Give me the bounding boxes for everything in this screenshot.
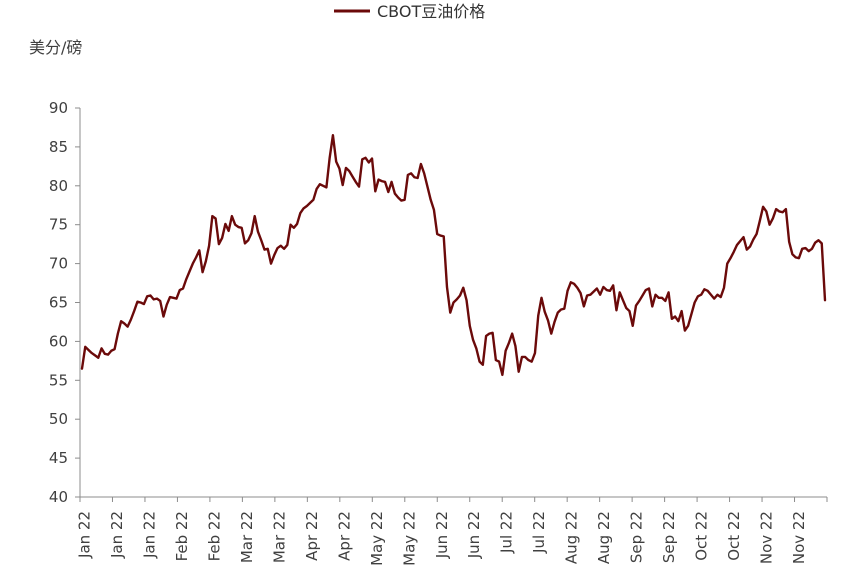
y-tick-label: 70 (49, 255, 68, 273)
x-tick-label: Aug 22 (595, 511, 613, 564)
legend: CBOT豆油价格 (334, 2, 485, 21)
x-tick-label: Mar 22 (238, 511, 256, 563)
x-tick-label: Jan 22 (108, 511, 126, 559)
x-tick-label: Apr 22 (335, 511, 353, 561)
x-tick-label: Feb 22 (173, 511, 191, 561)
x-tick-label: Oct 22 (725, 511, 743, 561)
x-tick-label: Sep 22 (660, 511, 678, 563)
y-tick-label: 45 (49, 449, 68, 467)
x-tick-label: Aug 22 (563, 511, 581, 564)
y-tick-label: 80 (49, 177, 68, 195)
x-tick-label: Oct 22 (693, 511, 711, 561)
x-tick-label: Nov 22 (790, 511, 808, 564)
x-tick-label: Sep 22 (628, 511, 646, 563)
x-tick-label: Jul 22 (530, 511, 548, 554)
y-tick-label: 65 (49, 294, 68, 312)
unit-label: 美分/磅 (29, 38, 82, 57)
series-line (80, 134, 827, 377)
x-tick-label: Jun 22 (465, 511, 483, 559)
plot-area (80, 134, 827, 377)
x-tick-label: Jan 22 (76, 511, 94, 559)
y-tick-label: 60 (49, 332, 68, 350)
x-tick-label: Mar 22 (270, 511, 288, 563)
x-tick-label: Apr 22 (303, 511, 321, 561)
x-axis: Jan 22 Jan 22 Jan 22 Feb 22 Feb 22 Mar 22 Mar … (76, 496, 828, 566)
x-tick-label: Feb 22 (205, 511, 223, 561)
x-tick-label: May 22 (400, 511, 418, 566)
y-tick-label: 75 (49, 216, 68, 234)
y-tick-label: 55 (49, 371, 68, 389)
y-axis: 40 45 50 55 60 65 70 75 80 85 90 (49, 99, 81, 506)
y-tick-label: 50 (49, 410, 68, 428)
x-tick-label: Nov 22 (758, 511, 776, 564)
y-tick-label: 90 (49, 99, 68, 117)
y-tick-label: 40 (49, 488, 68, 506)
x-tick-label: Jun 22 (433, 511, 451, 559)
x-tick-label: May 22 (368, 511, 386, 566)
x-tick-label: Jul 22 (498, 511, 516, 554)
legend-label: CBOT豆油价格 (377, 2, 485, 21)
x-tick-label: Jan 22 (140, 511, 158, 559)
y-tick-label: 85 (49, 138, 68, 156)
